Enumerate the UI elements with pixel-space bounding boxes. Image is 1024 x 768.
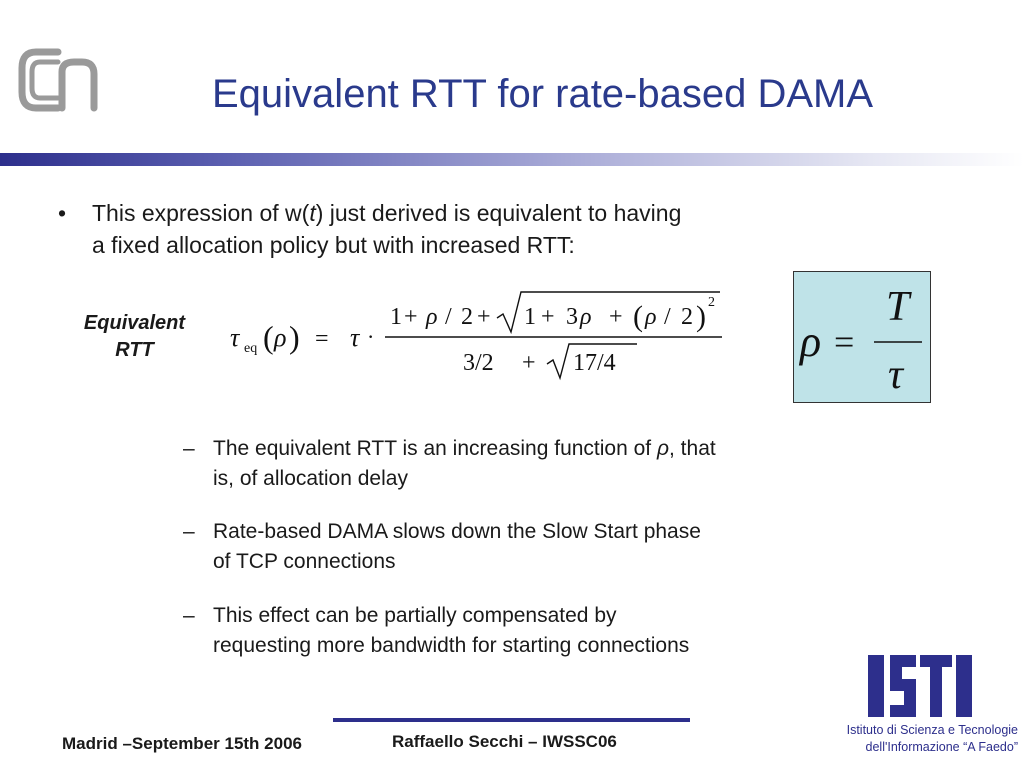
formula-cdot: · — [367, 324, 374, 349]
sub-bullet-3-line2: requesting more bandwidth for starting c… — [213, 634, 690, 657]
bullet-text-part-b: ) just derived is equivalent to having — [315, 200, 682, 226]
formula-den-sqrt — [546, 343, 637, 381]
sub-bullet-1-part-a: The equivalent RTT is an increasing func… — [213, 437, 657, 460]
equation-label: Equivalent RTT — [62, 310, 207, 364]
formula-rparen: ) — [289, 319, 300, 355]
institute-line2: dell'Informazione “A Faedo” — [865, 740, 1018, 754]
sub-bullet-1-line2: is, of allocation delay — [213, 467, 408, 490]
formula-num-rho3: ρ — [644, 304, 657, 330]
sub-bullet-3-line1: This effect can be partially compensated… — [213, 604, 617, 627]
formula-num-plus3: + — [541, 304, 555, 330]
isti-logo-icon — [868, 655, 972, 717]
footer-date-location: Madrid –September 15th 2006 — [62, 734, 302, 753]
footer-author-event: Raffaello Secchi – IWSSC06 — [392, 732, 617, 751]
sub-bullet-1-part-b: , that — [669, 437, 716, 460]
sub-bullet-dash: – — [183, 604, 195, 627]
footer-divider — [333, 718, 690, 722]
formula-num-three: 3 — [566, 304, 578, 330]
formula-num-two1: 2 — [461, 304, 473, 330]
bullet-text: This expression of w(t) just derived is … — [92, 197, 838, 261]
formula-num-two2: 2 — [681, 304, 693, 330]
formula-num-rho1: ρ — [425, 304, 438, 330]
cnr-logo-icon — [18, 48, 98, 112]
sub-bullet-text: Rate-based DAMA slows down the Slow Star… — [213, 517, 833, 577]
formula-num-slash2: / — [664, 304, 671, 330]
sub-bullet-2: – Rate-based DAMA slows down the Slow St… — [183, 517, 833, 577]
slide-title: Equivalent RTT for rate-based DAMA — [212, 72, 874, 116]
sub-bullet-3: – This effect can be partially compensat… — [183, 601, 833, 661]
formula-equals: = — [315, 326, 329, 352]
formula-den-plus: + — [522, 350, 536, 376]
formula-num-slash1: / — [445, 304, 452, 330]
bullet-text-var-t: t — [309, 200, 316, 226]
equation-label-line2: RTT — [115, 339, 154, 361]
sub-bullet-2-line2: of TCP connections — [213, 550, 396, 573]
formula-lparen: ( — [263, 319, 274, 355]
title-gradient-bar — [0, 153, 1024, 166]
formula-num-sqrt — [496, 291, 720, 335]
equation-label-line1: Equivalent — [83, 312, 186, 334]
rho-definition-box: ρ = T τ — [793, 271, 931, 403]
sub-bullet-dash: – — [183, 520, 195, 543]
bullet-marker: • — [58, 200, 67, 226]
formula-num-rho2: ρ — [579, 304, 592, 330]
rho-def-rho: ρ — [798, 317, 821, 366]
institute-name: Istituto di Scienza e Tecnologie dell'In… — [790, 722, 1018, 756]
formula-num-plus4: + — [609, 304, 623, 330]
formula-num-exponent: 2 — [708, 295, 715, 310]
formula-num-one2: 1 — [524, 304, 536, 330]
formula-num-plus2: + — [477, 304, 491, 330]
sub-bullet-1: – The equivalent RTT is an increasing fu… — [183, 434, 833, 494]
formula-rho-arg: ρ — [273, 323, 286, 352]
rho-def-tau: τ — [888, 352, 905, 398]
equivalent-rtt-formula: τ eq ( ρ ) = τ · 1 + ρ / 2 + 1 + 3 ρ + (… — [230, 291, 722, 381]
institute-line1: Istituto di Scienza e Tecnologie — [846, 723, 1018, 737]
bullet-text-part-a: This expression of w( — [92, 200, 310, 226]
sub-bullet-1-rho: ρ — [656, 437, 670, 460]
rho-def-T: T — [886, 284, 912, 330]
sub-bullet-dash: – — [183, 437, 195, 460]
main-bullet: • This expression of w(t) just derived i… — [58, 197, 838, 261]
formula-num-rparen: ) — [696, 300, 706, 333]
formula-sub-eq: eq — [244, 341, 257, 356]
formula-den-32: 3/2 — [463, 350, 494, 376]
sub-bullet-text: This effect can be partially compensated… — [213, 601, 833, 661]
bullet-text-line2: a fixed allocation policy but with incre… — [92, 232, 575, 258]
formula-num-plus1: + — [404, 304, 418, 330]
formula-num-one: 1 — [390, 304, 402, 330]
formula-tau: τ — [230, 323, 241, 352]
rho-def-equals: = — [834, 322, 854, 362]
formula-tau-factor: τ — [350, 323, 361, 352]
formula-den-174: 17/4 — [573, 350, 616, 376]
sub-bullet-text: The equivalent RTT is an increasing func… — [213, 434, 833, 494]
formula-num-lparen: ( — [633, 300, 643, 333]
sub-bullet-2-line1: Rate-based DAMA slows down the Slow Star… — [213, 520, 701, 543]
